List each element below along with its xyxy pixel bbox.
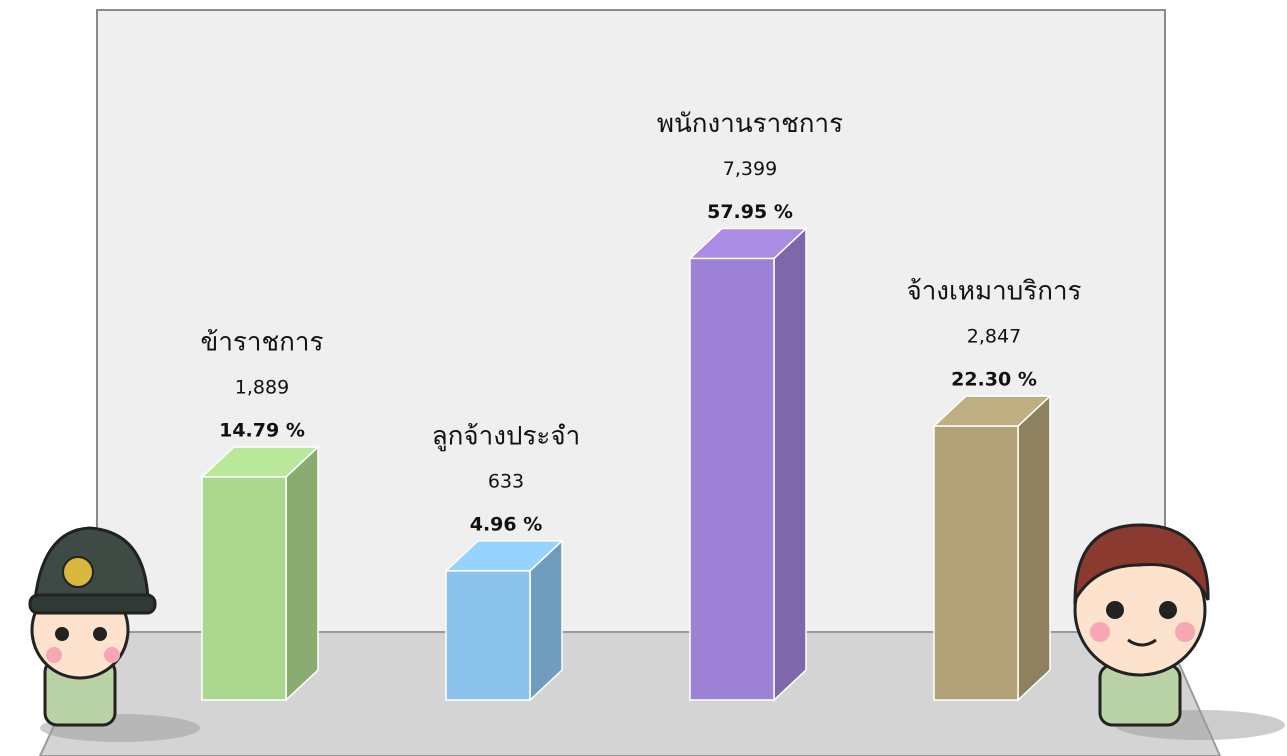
category-label: ลูกจ้างประจำ [432, 421, 580, 451]
bar [690, 258, 774, 700]
category-label: จ้างเหมาบริการ [906, 277, 1081, 307]
character-right [1075, 525, 1285, 740]
count-label: 7,399 [723, 158, 777, 180]
chart: ข้าราชการ 1,889 14.79 % ลูกจ้างประจำ 633 4.96… [0, 0, 1287, 756]
bar [202, 477, 286, 700]
category-label: พนักงานราชการ [657, 109, 843, 139]
bar-side [1018, 396, 1050, 700]
count-label: 633 [488, 470, 524, 492]
value-label: 4.96 % [470, 513, 543, 535]
bar [934, 426, 1018, 700]
value-label: 14.79 % [219, 419, 305, 441]
bar [446, 571, 530, 700]
value-label: 57.95 % [707, 201, 793, 223]
value-label: 22.30 % [951, 369, 1037, 391]
bar-side [774, 228, 806, 700]
count-label: 1,889 [235, 376, 289, 398]
count-label: 2,847 [967, 326, 1021, 348]
category-label: ข้าราชการ [201, 327, 324, 357]
bar-side [286, 447, 318, 700]
